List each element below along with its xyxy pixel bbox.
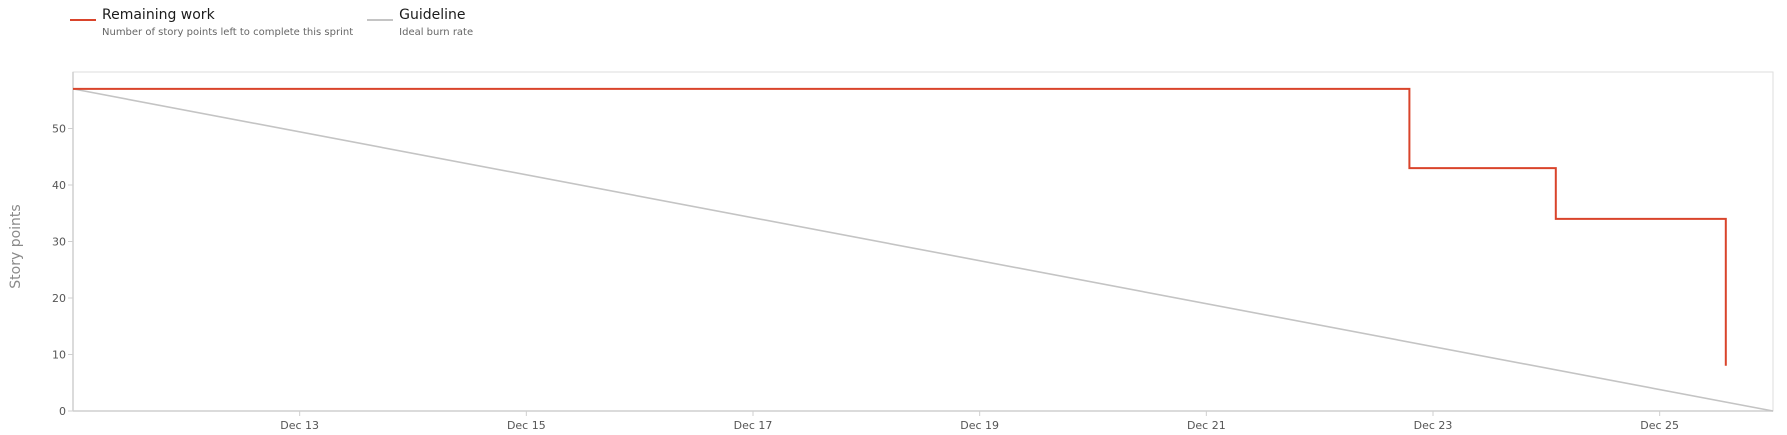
chart-legend: Remaining work Number of story points le… (70, 6, 473, 40)
y-tick-label: 0 (59, 405, 66, 418)
plot-frame (72, 71, 1774, 412)
legend-item-remaining-work[interactable]: Remaining work Number of story points le… (70, 6, 353, 40)
legend-description-guideline: Ideal burn rate (399, 27, 474, 38)
legend-label-guideline: Guideline (399, 7, 466, 23)
x-tick-label: Dec 21 (1187, 419, 1226, 432)
legend-item-guideline[interactable]: Guideline Ideal burn rate (367, 6, 473, 40)
y-tick-label: 50 (52, 123, 66, 136)
y-tick-label: 10 (52, 349, 66, 362)
y-tick-label: 30 (52, 236, 66, 249)
x-tick-label: Dec 13 (280, 419, 319, 432)
x-tick-label: Dec 25 (1640, 419, 1679, 432)
x-tick-label: Dec 23 (1414, 419, 1453, 432)
legend-label-remaining-work: Remaining work (102, 7, 215, 23)
series-line-guideline[interactable] (72, 88, 1774, 412)
legend-swatch-remaining-work (70, 19, 96, 21)
x-tick-label: Dec 15 (507, 419, 546, 432)
x-tick-label: Dec 19 (960, 419, 999, 432)
series-line-remaining-work[interactable] (73, 87, 1727, 366)
y-tick-label: 40 (52, 179, 66, 192)
x-tick-label: Dec 17 (734, 419, 773, 432)
legend-swatch-guideline (367, 19, 394, 21)
y-axis-title: Story points (8, 204, 24, 288)
legend-description-remaining-work: Number of story points left to complete … (102, 27, 354, 38)
y-tick-label: 20 (52, 292, 66, 305)
